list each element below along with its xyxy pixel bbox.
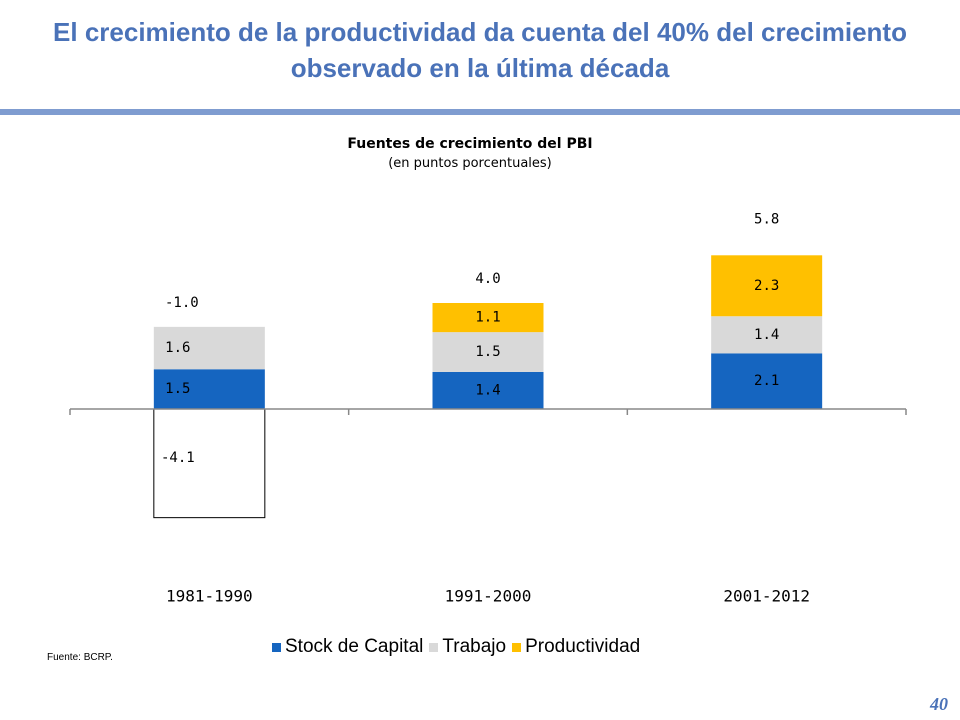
category-label-0: 1981-1990: [166, 587, 253, 606]
data-label-stock-de-capital-0: 1.5: [165, 381, 190, 397]
total-label-2: 5.8: [754, 211, 779, 227]
total-label-1: 4.0: [475, 271, 500, 287]
legend-swatch-capital: [272, 642, 281, 652]
legend-swatch-trabajo: [429, 642, 439, 652]
legend-item-stock-de-capital: Stock de Capital: [272, 636, 423, 658]
data-label-productividad-1: 1.1: [475, 310, 500, 326]
bar-segment-trabajo-1: [432, 332, 544, 372]
data-label-stock-de-capital-2: 2.1: [754, 373, 779, 389]
bar-segment-trabajo-0: [153, 326, 265, 370]
chart-legend: Stock de Capital Trabajo Productividad: [272, 636, 646, 658]
data-label-trabajo-1: 1.5: [475, 344, 500, 360]
chart-title: Fuentes de crecimiento del PBI: [347, 136, 593, 152]
data-label-trabajo-2: 1.4: [754, 327, 779, 343]
chart-subtitle: (en puntos porcentuales): [388, 156, 552, 171]
total-label-0: -1.0: [165, 295, 199, 311]
legend-swatch-productividad: [512, 642, 522, 652]
bar-segment-stock-de-capital-1: [432, 371, 544, 409]
data-label-productividad-0: -4.1: [161, 450, 195, 466]
legend-item-trabajo: Trabajo: [429, 636, 506, 658]
legend-label-trabajo: Trabajo: [442, 636, 507, 657]
slide-title: El crecimiento de la productividad da cu…: [0, 14, 960, 86]
bar-segment-stock-de-capital-2: [711, 353, 823, 409]
bar-segment-productividad-1: [432, 303, 544, 333]
page-number: 40: [930, 694, 948, 714]
title-divider: [0, 109, 960, 115]
bar-segment-productividad-2: [711, 255, 823, 317]
slide-title-line-1: El crecimiento de la productividad da cu…: [53, 17, 907, 47]
category-label-1: 1991-2000: [445, 587, 532, 606]
data-label-productividad-2: 2.3: [754, 278, 779, 294]
slide-title-line-2: observado en la última década: [290, 53, 670, 83]
legend-label-productividad: Productividad: [525, 636, 641, 657]
bar-segment-trabajo-2: [711, 316, 823, 354]
legend-item-productividad: Productividad: [512, 636, 640, 658]
data-label-stock-de-capital-1: 1.4: [475, 382, 500, 398]
bar-segment-stock-de-capital-0: [153, 369, 265, 409]
bar-segment-productividad-0: [153, 408, 266, 519]
category-label-2: 2001-2012: [723, 587, 810, 606]
source-note: Fuente: BCRP.: [47, 652, 113, 663]
data-label-trabajo-0: 1.6: [165, 340, 190, 356]
legend-label-capital: Stock de Capital: [285, 636, 424, 657]
